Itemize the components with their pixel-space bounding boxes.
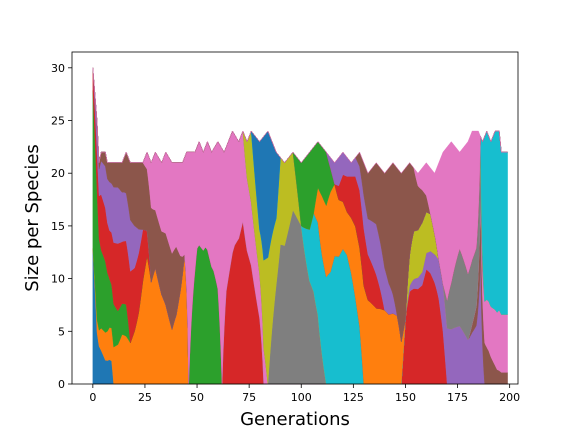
y-tick-label: 30	[51, 62, 65, 75]
x-tick-label: 125	[343, 391, 364, 404]
x-axis-label: Generations	[240, 409, 350, 430]
x-tick-label: 75	[242, 391, 256, 404]
y-tick-label: 5	[58, 325, 65, 338]
y-tick-label: 0	[58, 378, 65, 391]
x-tick-label: 50	[190, 391, 204, 404]
y-tick-label: 25	[51, 115, 65, 128]
species-area-17	[92, 67, 508, 301]
x-axis-ticks: 0 25 50 75 100 125 150 175 200	[89, 384, 520, 404]
x-tick-label: 200	[499, 391, 520, 404]
y-axis-ticks: 0 5 10 15 20 25 30	[51, 62, 72, 391]
x-tick-label: 175	[447, 391, 468, 404]
x-tick-label: 0	[89, 391, 96, 404]
y-axis-label: Size per Species	[22, 144, 43, 292]
area-layers	[92, 67, 508, 385]
y-tick-label: 15	[51, 220, 65, 233]
y-tick-label: 20	[51, 167, 65, 180]
plot-frame	[71, 51, 519, 385]
x-tick-label: 25	[138, 391, 152, 404]
x-tick-label: 150	[395, 391, 416, 404]
x-tick-label: 100	[291, 391, 312, 404]
y-tick-label: 10	[51, 273, 65, 286]
